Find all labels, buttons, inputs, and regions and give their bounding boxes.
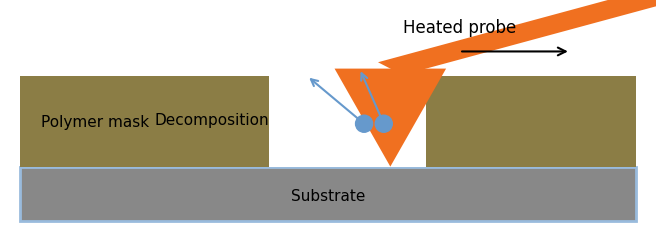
Bar — [269, 76, 426, 167]
Ellipse shape — [375, 115, 392, 132]
Bar — [20, 167, 636, 220]
Bar — [20, 76, 269, 167]
Text: Heated probe: Heated probe — [403, 19, 517, 37]
Ellipse shape — [356, 115, 373, 132]
Text: Substrate: Substrate — [291, 188, 365, 204]
Polygon shape — [335, 69, 446, 167]
Polygon shape — [378, 0, 656, 75]
Bar — [426, 76, 636, 167]
Text: Polymer mask: Polymer mask — [41, 115, 149, 130]
Text: Decomposition: Decomposition — [154, 112, 269, 128]
